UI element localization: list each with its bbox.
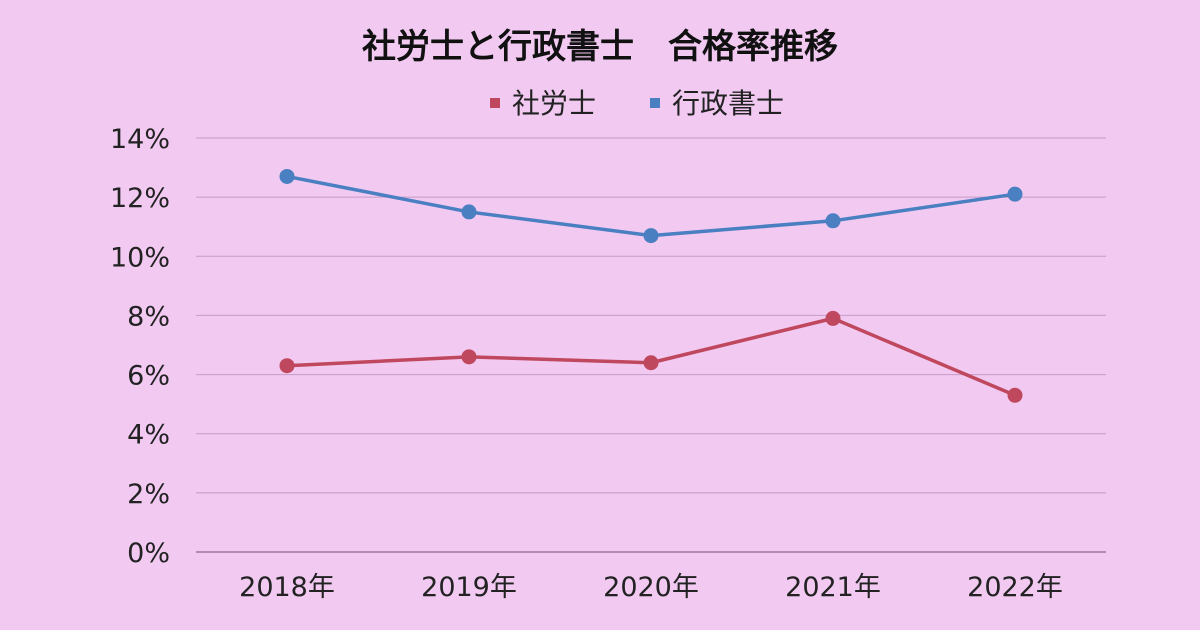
x-tick-label: 2022年 <box>967 572 1063 603</box>
series-layer <box>279 168 1023 403</box>
data-point <box>461 204 477 220</box>
legend: 社労士 行政書士 <box>490 87 784 120</box>
legend-marker <box>490 98 500 108</box>
x-tick-label: 2020年 <box>603 572 699 603</box>
y-tick-label: 8% <box>127 301 170 332</box>
data-point <box>279 358 295 374</box>
legend-marker <box>650 98 660 108</box>
legend-item: 行政書士 <box>650 87 784 120</box>
legend-label: 行政書士 <box>672 87 784 120</box>
y-tick-label: 14% <box>110 124 170 155</box>
grid-lines <box>196 137 1106 494</box>
legend-label: 社労士 <box>512 87 596 120</box>
data-point <box>1007 186 1023 202</box>
y-tick-label: 2% <box>127 479 170 510</box>
data-point <box>643 228 659 244</box>
data-point <box>461 349 477 365</box>
y-tick-label: 6% <box>127 361 170 392</box>
chart-title: 社労士と行政書士 合格率推移 <box>362 27 838 67</box>
data-point <box>825 310 841 326</box>
y-tick-label: 10% <box>110 242 170 273</box>
x-tick-label: 2019年 <box>421 572 517 603</box>
data-point <box>1007 387 1023 403</box>
y-tick-label: 4% <box>127 420 170 451</box>
series-1 <box>279 310 1023 403</box>
x-axis-ticks: 2018年 2019年 2020年 2021年 2022年 <box>239 572 1063 603</box>
y-axis-ticks: 0% 2% 4% 6% 8% 10% 12% 14% <box>110 124 170 569</box>
x-tick-label: 2018年 <box>239 572 335 603</box>
y-tick-label: 12% <box>110 183 170 214</box>
series-line <box>286 174 1016 238</box>
series-2 <box>279 168 1023 244</box>
data-point <box>825 213 841 229</box>
x-tick-label: 2021年 <box>785 572 881 603</box>
data-point <box>643 355 659 371</box>
y-tick-label: 0% <box>127 538 170 569</box>
legend-item: 社労士 <box>490 87 596 120</box>
data-point <box>279 168 295 184</box>
